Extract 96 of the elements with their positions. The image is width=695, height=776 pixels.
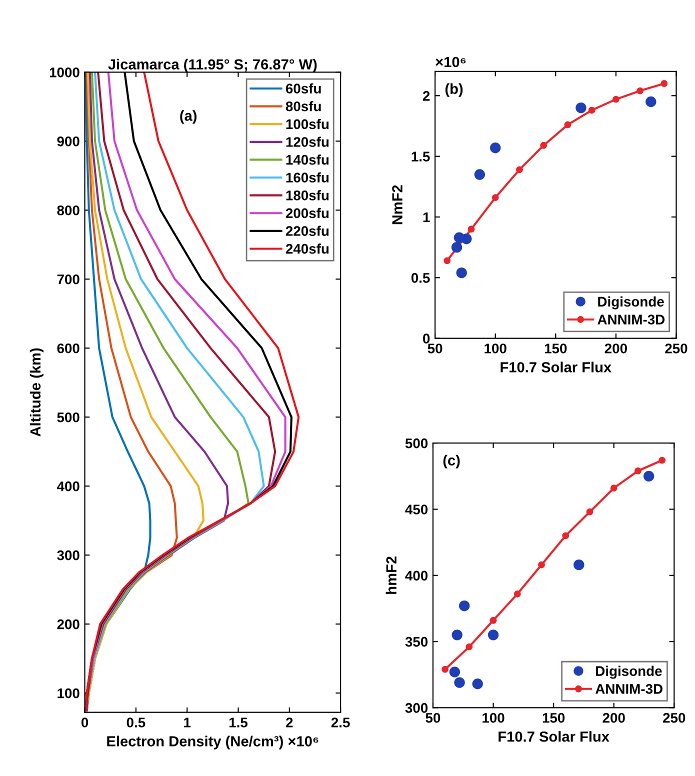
y-tick-label: 100: [58, 688, 80, 698]
y-tick-label: 700: [57, 274, 80, 284]
point: [468, 226, 475, 233]
x-tick-label: 50: [426, 712, 440, 723]
point: [646, 96, 656, 108]
x-axis-title: F10.7 Solar Flux: [500, 362, 612, 372]
point: [658, 456, 666, 464]
y-tick-label: 450: [405, 504, 428, 514]
point: [576, 102, 586, 114]
point: [516, 166, 523, 174]
point: [472, 678, 483, 690]
x-tick-label: 250: [663, 712, 686, 723]
point: [540, 142, 548, 149]
x-tick-label: 150: [542, 712, 565, 723]
point: [612, 96, 620, 103]
point: [492, 194, 499, 202]
legend-label: 80sfu: [286, 101, 321, 112]
y-tick-label: 0: [423, 334, 430, 344]
x-tick-label: 200: [604, 344, 627, 354]
point: [461, 233, 472, 244]
x-tick-label: 2: [286, 718, 293, 728]
x-tick-label: 0: [81, 718, 88, 728]
legend-label: Digisonde: [596, 666, 662, 679]
point: [514, 590, 521, 598]
y-axis-title: hmF2: [386, 556, 396, 594]
y-tick-label: 600: [57, 343, 80, 354]
x-tick-label: 100: [482, 712, 504, 723]
point: [488, 630, 499, 640]
y-tick-label: 200: [57, 619, 80, 630]
y-axis-title: NmF2: [392, 185, 402, 224]
text: ×10⁶: [436, 56, 466, 68]
legend-label: 60sfu: [286, 83, 321, 94]
point: [574, 559, 584, 570]
y-tick-label: 2: [422, 90, 430, 101]
point: [636, 87, 644, 94]
point: [588, 106, 596, 114]
annotation: (a): [180, 110, 197, 124]
legend-label: ANNIM-3D: [595, 684, 662, 694]
x-tick-label: 200: [602, 712, 625, 723]
y-tick-label: 500: [405, 438, 428, 448]
point: [643, 470, 654, 482]
legend-label: 180sfu: [286, 190, 329, 200]
point: [564, 121, 572, 128]
x-tick-label: 50: [428, 344, 442, 354]
y-tick-label: 400: [405, 570, 428, 581]
point: [490, 616, 497, 624]
x-axis-title: Electron Density (Ne/cm³) ×10⁶: [107, 736, 318, 750]
legend-label: ANNIM-3D: [598, 314, 665, 324]
legend-label: 100sfu: [286, 118, 329, 130]
y-tick-label: 0.5: [411, 273, 430, 283]
point: [562, 532, 570, 540]
x-tick-label: 100: [484, 344, 506, 354]
y-tick-label: 1000: [50, 68, 80, 78]
point: [660, 80, 668, 87]
legend-label: 120sfu: [286, 136, 329, 147]
legend-label: 220sfu: [286, 226, 329, 236]
x-tick-label: 2.5: [331, 718, 350, 728]
x-tick-label: 1: [184, 718, 191, 728]
annotation: (c): [443, 454, 460, 468]
point: [538, 561, 545, 568]
point: [456, 267, 467, 278]
point: [451, 242, 462, 253]
chart-title: Jicamarca (11.95° S; 76.87° W): [108, 58, 317, 72]
legend-label: 160sfu: [286, 172, 329, 183]
y-axis-title: Altitude (km): [30, 348, 44, 436]
x-tick-label: 250: [665, 344, 688, 354]
point: [634, 467, 642, 474]
point: [490, 142, 501, 154]
point: [586, 508, 594, 516]
legend-label: 140sfu: [286, 154, 329, 165]
point: [449, 666, 460, 678]
y-tick-label: 500: [57, 412, 80, 422]
y-tick-label: 800: [57, 205, 80, 216]
y-tick-label: 300: [405, 703, 428, 713]
point: [458, 600, 470, 612]
point: [442, 666, 449, 673]
legend-label: 240sfu: [286, 244, 329, 254]
y-tick-label: 1.5: [412, 152, 430, 162]
y-tick-label: 350: [405, 636, 428, 647]
legend-label: 200sfu: [286, 208, 329, 218]
y-tick-label: 300: [57, 550, 80, 560]
y-tick-label: 900: [57, 136, 80, 146]
x-tick-label: 1.5: [229, 718, 248, 728]
point: [452, 630, 462, 640]
x-tick-label: 0.5: [126, 718, 146, 728]
y-tick-label: 1: [423, 212, 430, 222]
y-tick-label: 400: [56, 481, 80, 492]
annotation: (b): [445, 83, 463, 97]
x-tick-label: 150: [544, 344, 567, 354]
point: [474, 169, 486, 180]
legend-label: Digisonde: [598, 296, 664, 310]
point: [466, 643, 473, 650]
point: [444, 257, 451, 264]
point: [454, 677, 465, 688]
x-axis-title: F10.7 Solar Flux: [498, 731, 610, 742]
point: [610, 484, 618, 492]
